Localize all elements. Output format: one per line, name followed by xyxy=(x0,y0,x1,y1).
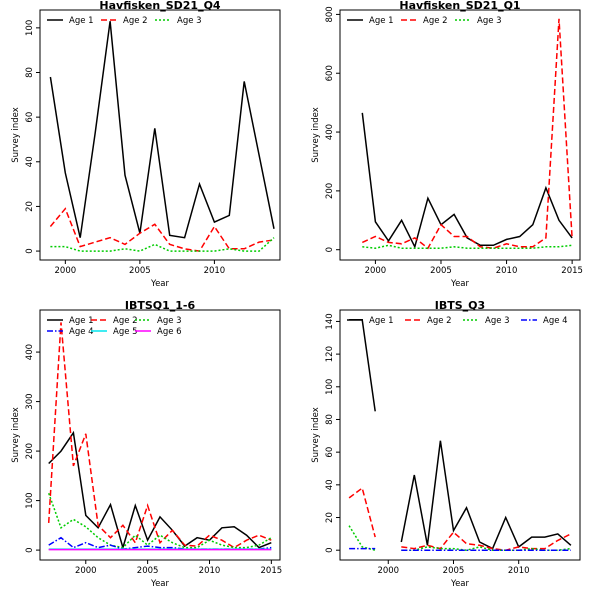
legend-label: Age 3 xyxy=(485,316,510,326)
plot-frame xyxy=(339,9,581,261)
y-axis-label: Survey index xyxy=(11,407,21,463)
plot-frame xyxy=(39,309,281,561)
y-tick-label: 300 xyxy=(25,393,35,409)
x-tick-label: 2000 xyxy=(365,266,387,276)
series-line-age-3 xyxy=(348,525,571,551)
y-axis-label: Survey index xyxy=(311,107,321,163)
x-tick-label: 2005 xyxy=(137,566,159,576)
y-tick-label: 20 xyxy=(325,512,335,523)
chart-title: Havfisken_SD21_Q4 xyxy=(99,0,221,12)
x-tick-label: 2005 xyxy=(430,266,452,276)
y-axis-label: Survey index xyxy=(11,107,21,163)
y-tick-label: 60 xyxy=(25,112,35,123)
x-tick-label: 2000 xyxy=(377,566,399,576)
y-tick-label: 20 xyxy=(25,201,35,212)
legend-label: Age 5 xyxy=(113,327,138,337)
series-line-age-3 xyxy=(50,237,275,252)
series-line-age-2 xyxy=(348,486,572,551)
legend-label: Age 1 xyxy=(69,316,94,326)
y-tick-label: 120 xyxy=(325,346,335,362)
series-line-age-4 xyxy=(48,536,272,550)
chart-panel-1: Havfisken_SD21_Q4 2000 2005 2010 0 20 40 60 80 10… xyxy=(11,0,281,289)
chart-title: IBTS_Q3 xyxy=(435,299,485,312)
series-line-age-4 xyxy=(349,547,571,551)
y-tick-label: 200 xyxy=(325,183,335,199)
y-tick-label: 40 xyxy=(25,156,35,167)
x-tick-label: 2005 xyxy=(443,566,465,576)
y-tick-label: 0 xyxy=(25,248,35,253)
chart-panel-3: IBTSQ1_1-6 2000 2005 2010 2015 0 100 200 300 400 Y… xyxy=(11,299,282,589)
x-tick-label: 2015 xyxy=(261,566,283,576)
legend-label: Age 3 xyxy=(477,16,502,26)
legend-label: Age 6 xyxy=(157,327,182,337)
x-axis-label: Year xyxy=(450,579,470,589)
legend-label: Age 2 xyxy=(423,16,448,26)
legend-label: Age 4 xyxy=(69,327,94,337)
x-axis-label: Year xyxy=(150,579,170,589)
legend-label: Age 2 xyxy=(113,316,138,326)
y-tick-label: 0 xyxy=(25,547,35,552)
x-tick-label: 2000 xyxy=(75,566,97,576)
chart-title: IBTSQ1_1-6 xyxy=(125,299,196,312)
legend-label: Age 1 xyxy=(369,16,394,26)
series-line-age-1 xyxy=(49,21,275,239)
y-tick-label: 800 xyxy=(325,6,335,22)
series-line-age-2 xyxy=(49,207,275,252)
legend-label: Age 1 xyxy=(369,316,394,326)
x-tick-label: 2010 xyxy=(199,566,221,576)
legend-label: Age 3 xyxy=(157,316,182,326)
x-tick-label: 2000 xyxy=(55,266,77,276)
legend-label: Age 2 xyxy=(123,16,148,26)
chart-panel-4: IBTS_Q3 2000 2005 2010 0 20 40 60 80 100 120 140 Yea… xyxy=(311,299,581,589)
x-tick-label: 2015 xyxy=(561,266,583,276)
x-tick-label: 2010 xyxy=(496,266,518,276)
y-tick-label: 40 xyxy=(325,479,335,490)
plot-frame xyxy=(39,9,281,261)
y-tick-label: 80 xyxy=(25,67,35,78)
y-tick-label: 100 xyxy=(325,379,335,395)
series-line-age-1 xyxy=(361,112,573,249)
x-tick-label: 2005 xyxy=(129,266,151,276)
x-tick-label: 2010 xyxy=(508,566,530,576)
y-tick-label: 80 xyxy=(325,414,335,425)
y-tick-label: 400 xyxy=(25,344,35,360)
legend-label: Age 2 xyxy=(427,316,452,326)
y-tick-label: 100 xyxy=(25,20,35,36)
legend-label: Age 3 xyxy=(177,16,202,26)
y-tick-label: 0 xyxy=(325,247,335,252)
chart-panel-2: Havfisken_SD21_Q1 2000 2005 2010 2015 0 200 400… xyxy=(311,0,583,289)
chart-title: Havfisken_SD21_Q1 xyxy=(399,0,520,12)
legend-label: Age 1 xyxy=(69,16,94,26)
x-axis-label: Year xyxy=(450,279,470,289)
plot-frame xyxy=(339,309,581,561)
y-tick-label: 600 xyxy=(325,65,335,81)
y-tick-label: 200 xyxy=(25,443,35,459)
x-axis-label: Year xyxy=(150,279,170,289)
y-tick-label: 100 xyxy=(25,492,35,508)
x-tick-label: 2010 xyxy=(204,266,226,276)
series-line-age-3 xyxy=(362,244,573,249)
series-line-age-2 xyxy=(361,18,573,250)
series-line-age-1 xyxy=(48,430,272,551)
y-axis-label: Survey index xyxy=(311,407,321,463)
y-tick-label: 0 xyxy=(325,547,335,552)
y-tick-label: 400 xyxy=(325,124,335,140)
y-tick-label: 60 xyxy=(325,447,335,458)
y-tick-label: 140 xyxy=(325,313,335,329)
series-line-age-2 xyxy=(47,322,272,549)
legend-label: Age 4 xyxy=(543,316,568,326)
